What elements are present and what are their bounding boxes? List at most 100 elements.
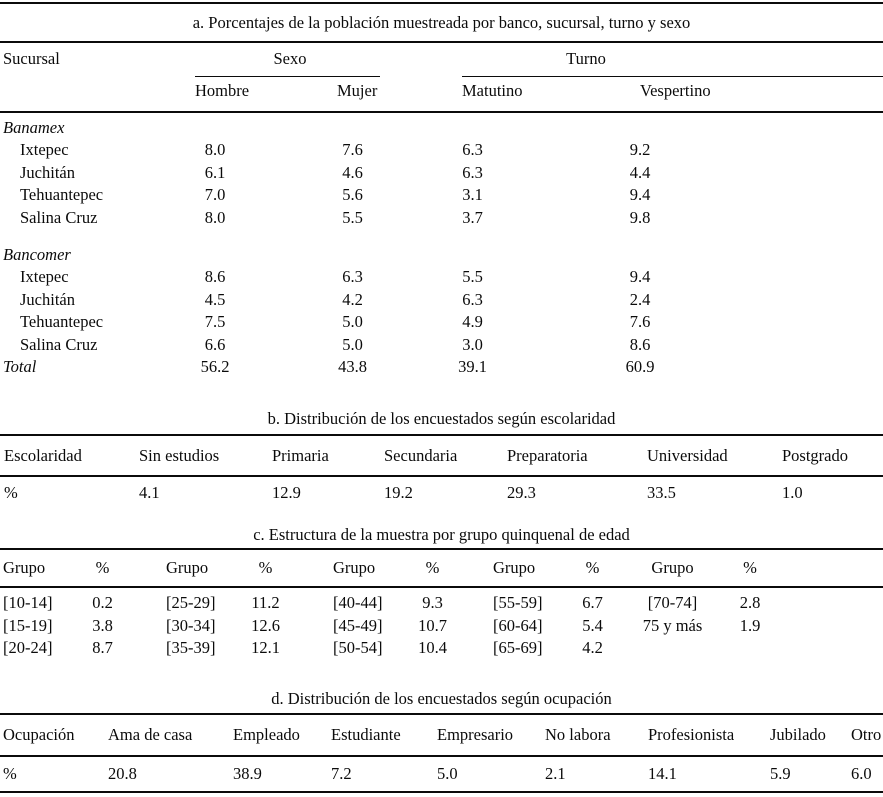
spacer [455, 550, 490, 586]
value-cell: 4.2 [342, 289, 363, 309]
group-cell: [10-14] [3, 593, 53, 613]
value-cell: 33.5 [647, 483, 676, 503]
spacer [785, 334, 883, 356]
table-d-header-row: Ocupación Ama de casa Empleado Estudiant… [0, 715, 883, 758]
spacer [455, 615, 490, 637]
table-a-title: a. Porcentajes de la población muestread… [0, 4, 883, 43]
value-cell: 6.0 [851, 764, 872, 784]
value-cell: 9.4 [629, 185, 651, 205]
col-header: Secundaria [384, 446, 458, 466]
value-cell: 6.6 [204, 334, 226, 354]
spacer [288, 637, 330, 659]
spacer [125, 637, 163, 659]
group-cell: [50-54] [333, 638, 383, 658]
table-d-percent-row: % 20.8 38.9 7.2 5.0 2.1 14.1 5.9 6.0 [0, 757, 883, 794]
table-row: Juchitán 6.1 4.6 6.3 4.4 [0, 162, 883, 184]
group-cell: [45-49] [333, 615, 383, 635]
col-header-vespertino: Vespertino [640, 81, 711, 100]
row-label: Salina Cruz [20, 334, 98, 354]
value-cell: 8.6 [204, 267, 226, 287]
value-cell: 5.0 [342, 312, 363, 332]
value-cell: 6.3 [462, 162, 483, 182]
value-cell: 5.0 [342, 334, 363, 354]
value-cell: 8.7 [92, 638, 113, 658]
value-cell: 7.0 [204, 185, 226, 205]
table-a-section: a. Porcentajes de la población muestread… [0, 2, 883, 384]
spacer [455, 637, 490, 659]
group-label: Bancomer [3, 244, 71, 264]
table-row: [20-24] 8.7 [35-39] 12.1 [50-54] 10.4 [6… [0, 637, 883, 659]
group-cell: [20-24] [3, 638, 53, 658]
col-header: Empleado [233, 725, 300, 745]
value-cell: 38.9 [233, 764, 262, 784]
col-header: Escolaridad [4, 446, 82, 466]
group-cell [635, 637, 710, 659]
col-header: % [743, 558, 757, 578]
value-cell: 6.3 [462, 140, 483, 160]
row-label: Juchitán [20, 289, 75, 309]
value-cell: 9.8 [629, 207, 651, 227]
row-label: Total [3, 356, 37, 376]
row-label: Tehuantepec [20, 312, 104, 332]
spacer [615, 550, 635, 586]
table-b-percent-row: % 4.1 12.9 19.2 29.3 33.5 1.0 [0, 477, 883, 506]
value-cell: 8.0 [204, 140, 226, 160]
value-cell: 39.1 [458, 356, 487, 376]
group-header-row: Bancomer [0, 244, 883, 266]
value-cell: 12.6 [251, 615, 280, 635]
spacer [785, 266, 883, 288]
col-header: Empresario [437, 725, 514, 745]
col-header: Jubilado [770, 725, 826, 745]
value-cell: 8.6 [629, 334, 651, 354]
col-header: No labora [545, 725, 611, 745]
group-cell: [25-29] [166, 593, 216, 613]
col-header: Universidad [647, 446, 728, 466]
value-cell: 4.2 [582, 638, 603, 658]
col-header: Grupo [166, 558, 209, 578]
spacer [785, 289, 883, 311]
turno-spanner-label: Turno [566, 49, 606, 68]
row-label: % [3, 764, 17, 784]
value-cell: 9.4 [629, 267, 651, 287]
spacer [615, 615, 635, 637]
value-cell: 8.0 [204, 207, 226, 227]
group-cell: [15-19] [3, 615, 53, 635]
turno-spanner-rule [462, 76, 883, 77]
value-cell: 6.3 [342, 267, 363, 287]
row-label: Ixtepec [20, 267, 69, 287]
value-cell: 5.9 [770, 764, 791, 784]
group-cell: [60-64] [493, 615, 543, 635]
value-cell: 2.1 [545, 764, 566, 784]
table-row: Salina Cruz 6.6 5.0 3.0 8.6 [0, 334, 883, 356]
table-row: [10-14] 0.2 [25-29] 11.2 [40-44] 9.3 [55… [0, 592, 883, 614]
row-label: Salina Cruz [20, 207, 98, 227]
value-cell: 20.8 [108, 764, 137, 784]
col-header-mujer: Mujer [337, 81, 378, 100]
value-cell: 12.1 [251, 638, 280, 658]
spacer [615, 592, 635, 614]
value-cell: 7.6 [629, 312, 651, 332]
spacer [790, 550, 883, 586]
table-row: Ixtepec 8.0 7.6 6.3 9.2 [0, 139, 883, 161]
table-c-title: c. Estructura de la muestra por grupo qu… [0, 523, 883, 551]
table-b-section: b. Distribución de los encuestados según… [0, 404, 883, 506]
value-cell: 60.9 [625, 356, 655, 376]
table-a-col0-header: Sucursal [3, 49, 60, 68]
col-header: Primaria [272, 446, 329, 466]
value-cell: 9.2 [629, 140, 651, 160]
value-cell: 4.4 [629, 162, 651, 182]
table-row: Juchitán 4.5 4.2 6.3 2.4 [0, 289, 883, 311]
table-b-header-row: Escolaridad Sin estudios Primaria Secund… [0, 436, 883, 478]
spacer [125, 550, 163, 586]
table-row: Tehuantepec 7.5 5.0 4.9 7.6 [0, 311, 883, 333]
value-cell: 2.4 [629, 289, 651, 309]
value-cell: 5.5 [342, 207, 363, 227]
spacer [790, 592, 883, 614]
col-header: Sin estudios [139, 446, 220, 466]
value-cell: 19.2 [384, 483, 413, 503]
value-cell: 11.2 [251, 593, 280, 613]
sexo-spanner-rule [195, 76, 380, 77]
spacer [785, 162, 883, 184]
row-label: Tehuantepec [20, 185, 104, 205]
